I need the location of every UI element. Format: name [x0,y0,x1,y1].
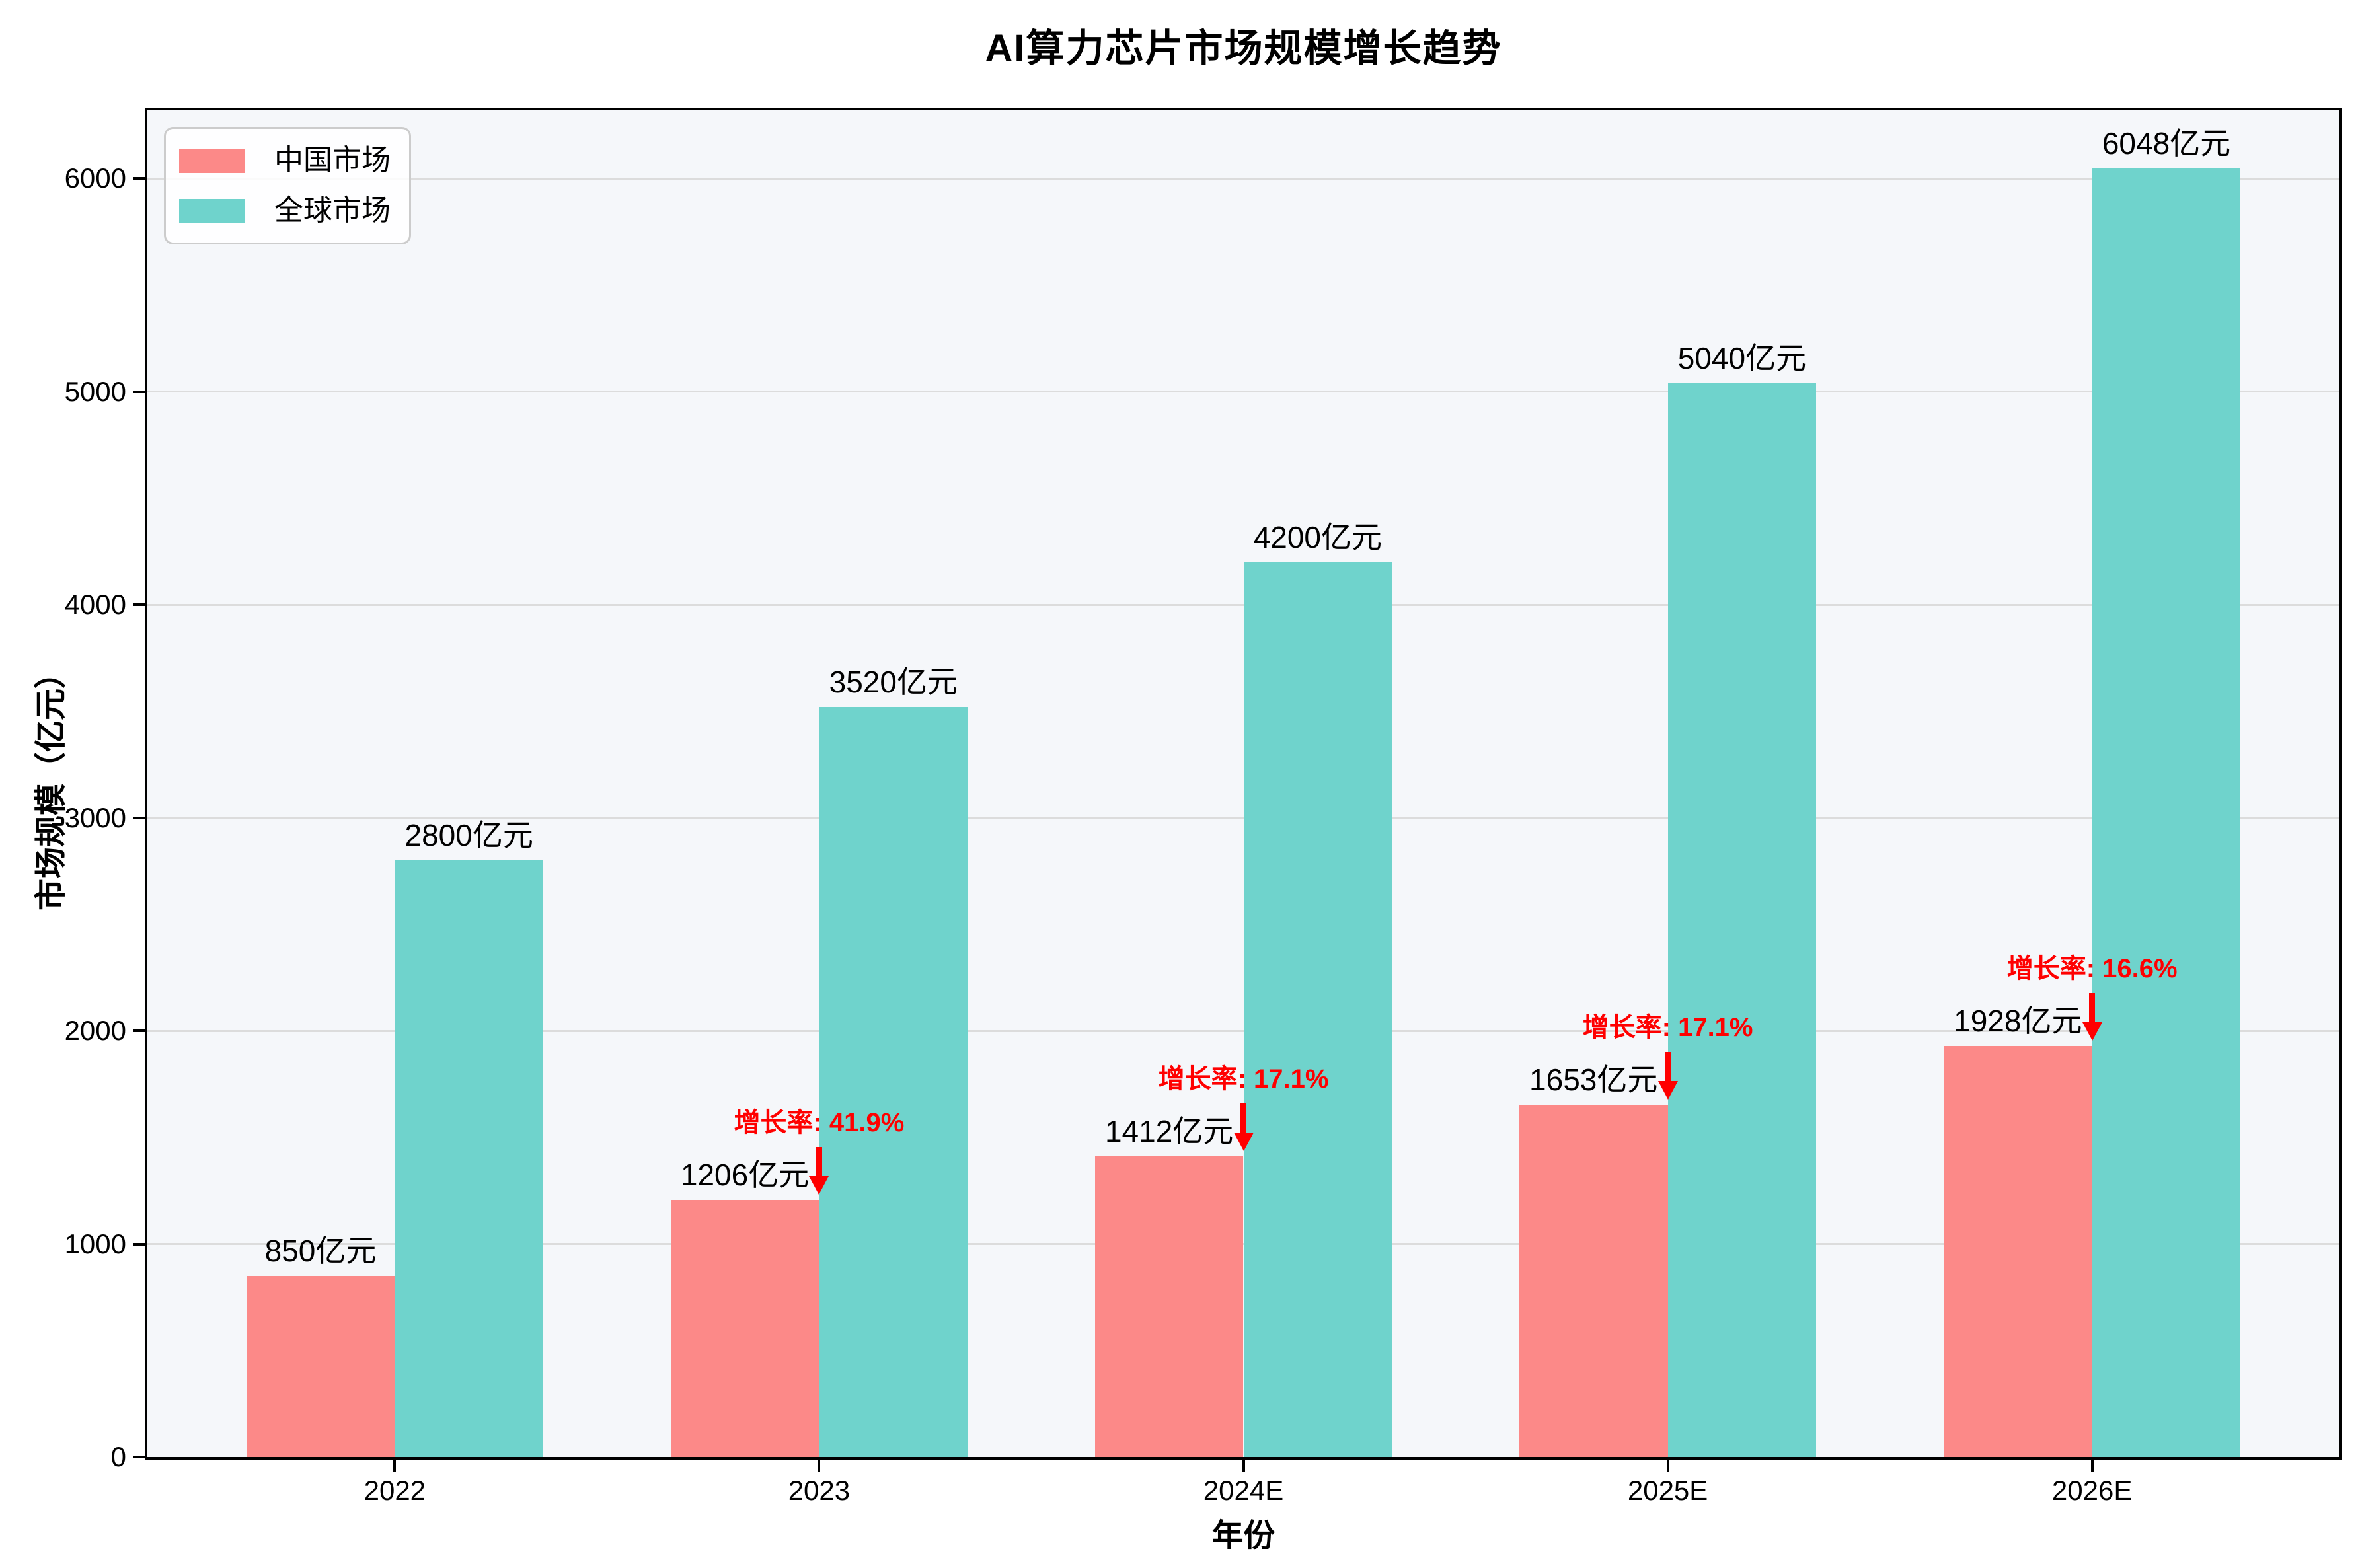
y-tickmark-5000 [133,390,145,393]
plot-area: 850亿元 2800亿元 1206亿元 3520亿元 1412亿元 4200亿元 1653亿… [145,108,2342,1460]
growth-arrow-head-icon-2023 [809,1176,829,1195]
y-tickmark-2000 [133,1029,145,1033]
x-tick-label-2026E: 2026E [2051,1475,2133,1506]
bar-value-label-中国市场-2025E: 1653亿元 [1529,1062,1658,1097]
y-tick-label-0: 0 [110,1441,126,1472]
bar-中国市场-2025E [1519,1104,1668,1457]
x-tickmark-2024E [1242,1460,1245,1472]
growth-arrow-head-icon-2025E [1657,1080,1678,1100]
bar-中国市场-2024E [1094,1156,1244,1457]
bar-value-label-全球市场-2022: 2800亿元 [404,818,533,853]
y-tick-label-1000: 1000 [64,1228,126,1259]
bar-value-label-中国市场-2023: 1206亿元 [680,1158,810,1193]
growth-annotation-2026E: 增长率: 16.6% [2006,954,2178,984]
growth-annotation-2023: 增长率: 41.9% [734,1108,905,1138]
y-tick-label-3000: 3000 [64,802,126,833]
growth-arrow-stem-2024E [1240,1103,1246,1134]
x-tick-label-2023: 2023 [788,1475,851,1506]
gridline-5000 [147,391,2339,393]
x-axis-label: 年份 [1211,1518,1275,1553]
y-tickmark-1000 [133,1242,145,1246]
x-tick-label-2022: 2022 [363,1475,426,1506]
bar-value-label-全球市场-2026E: 6048亿元 [2102,126,2231,161]
legend: 中国市场 全球市场 [164,127,411,244]
x-tick-label-2025E: 2025E [1627,1475,1708,1506]
legend-swatch-中国市场 [179,148,245,173]
bar-全球市场-2026E [2092,168,2241,1457]
bar-全球市场-2022 [395,860,544,1457]
bar-全球市场-2023 [819,706,968,1457]
bar-value-label-中国市场-2022: 850亿元 [264,1233,377,1268]
bar-中国市场-2023 [670,1200,819,1457]
bar-value-label-中国市场-2026E: 1928亿元 [1954,1004,2082,1039]
legend-swatch-全球市场 [179,198,245,223]
legend-item-全球市场: 全球市场 [179,195,391,227]
x-tick-label-2024E: 2024E [1203,1475,1284,1506]
bar-value-label-全球市场-2023: 3520亿元 [829,664,958,699]
growth-arrow-head-icon-2024E [1233,1132,1254,1151]
y-tickmark-6000 [133,177,145,180]
growth-arrow-stem-2025E [1665,1051,1671,1082]
legend-label-全球市场: 全球市场 [274,194,391,227]
bar-中国市场-2026E [1943,1046,2092,1457]
y-tick-label-6000: 6000 [64,163,126,194]
x-tickmark-2023 [818,1460,821,1472]
y-tick-label-4000: 4000 [64,589,126,620]
y-tick-label-5000: 5000 [64,375,126,407]
x-tickmark-2022 [393,1460,397,1472]
y-tickmark-3000 [133,816,145,819]
bar-value-label-全球市场-2025E: 5040亿元 [1677,340,1807,375]
bar-全球市场-2024E [1243,562,1392,1457]
growth-annotation-2025E: 增长率: 17.1% [1582,1012,1753,1042]
x-tickmark-2025E [1666,1460,1669,1472]
bar-value-label-全球市场-2024E: 4200亿元 [1253,519,1383,554]
legend-label-中国市场: 中国市场 [274,144,391,176]
growth-annotation-2024E: 增长率: 17.1% [1158,1064,1329,1094]
legend-item-中国市场: 中国市场 [179,145,391,176]
x-tickmark-2026E [2090,1460,2094,1472]
growth-arrow-stem-2026E [2089,993,2096,1024]
bar-中国市场-2022 [246,1275,395,1457]
y-tickmark-4000 [133,603,145,607]
bar-value-label-中国市场-2024E: 1412亿元 [1104,1113,1234,1148]
y-tickmark-0 [133,1456,145,1458]
gridline-6000 [147,177,2339,180]
growth-arrow-head-icon-2026E [2082,1022,2102,1041]
bar-全球市场-2025E [1667,383,1817,1457]
growth-arrow-stem-2023 [816,1147,822,1178]
chart-title: AI算力芯片市场规模增长趋势 [985,27,1502,70]
y-axis-label: 市场规模（亿元） [34,656,69,911]
y-tick-label-2000: 2000 [64,1015,126,1047]
